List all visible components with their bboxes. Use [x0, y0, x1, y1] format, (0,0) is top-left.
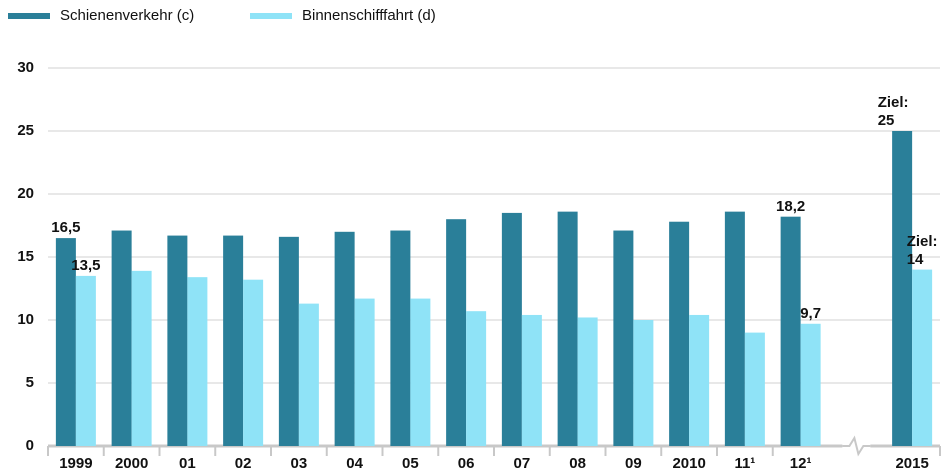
bar	[800, 323, 821, 446]
bar	[744, 332, 765, 446]
y-tick-label: 0	[26, 437, 34, 454]
bar	[55, 238, 76, 446]
bar	[689, 314, 710, 446]
value-label: 13,5	[71, 256, 101, 274]
legend-label: Schienenverkehr (c)	[60, 7, 194, 24]
bar	[167, 235, 188, 446]
bar	[466, 311, 487, 446]
x-tick-label: 01	[179, 455, 196, 472]
y-tick-label: 30	[17, 59, 34, 76]
bar	[223, 235, 244, 446]
x-tick-label: 07	[514, 455, 531, 472]
bar	[780, 216, 801, 446]
bar	[557, 211, 578, 446]
bar	[613, 230, 634, 446]
bar	[243, 279, 264, 446]
bar	[131, 270, 152, 446]
x-tick-label: 1999	[59, 455, 92, 472]
bar	[354, 298, 375, 446]
y-tick-label: 15	[17, 248, 34, 265]
bar	[892, 131, 913, 446]
x-tick-label: 02	[235, 455, 252, 472]
x-tick-label: 08	[569, 455, 586, 472]
bar	[577, 317, 598, 446]
value-label: 18,2	[776, 197, 806, 215]
legend-label: Binnenschifffahrt (d)	[302, 7, 436, 24]
bar	[75, 275, 96, 446]
x-tick-label: 03	[291, 455, 308, 472]
bar	[633, 320, 654, 446]
value-label: 9,7	[800, 304, 822, 322]
bar	[298, 303, 319, 446]
bar	[111, 230, 132, 446]
value-label: Ziel: 14	[906, 232, 938, 268]
bar	[187, 277, 208, 446]
x-tick-label: 2010	[672, 455, 705, 472]
x-tick-label: 04	[346, 455, 363, 472]
bar	[724, 211, 745, 446]
axis-break	[842, 435, 871, 457]
x-tick-label: 12¹	[790, 455, 812, 472]
value-label: 16,5	[51, 219, 81, 237]
bar	[446, 219, 467, 446]
x-tick-label: 2015	[895, 455, 928, 472]
x-tick-label: 05	[402, 455, 419, 472]
bar	[278, 236, 299, 446]
x-tick-label: 06	[458, 455, 475, 472]
bar	[390, 230, 411, 446]
bar	[501, 212, 522, 446]
y-tick-label: 5	[26, 374, 34, 391]
y-tick-label: 20	[17, 185, 34, 202]
x-tick-label: 09	[625, 455, 642, 472]
x-tick-label: 11¹	[734, 455, 755, 472]
y-tick-label: 10	[17, 311, 34, 328]
bar	[521, 314, 542, 446]
bar	[334, 231, 355, 446]
bar	[410, 298, 431, 446]
value-label: Ziel: 25	[877, 94, 909, 129]
y-tick-label: 25	[17, 122, 34, 139]
bar	[912, 269, 933, 446]
x-tick-label: 2000	[115, 455, 148, 472]
bar	[669, 221, 690, 446]
